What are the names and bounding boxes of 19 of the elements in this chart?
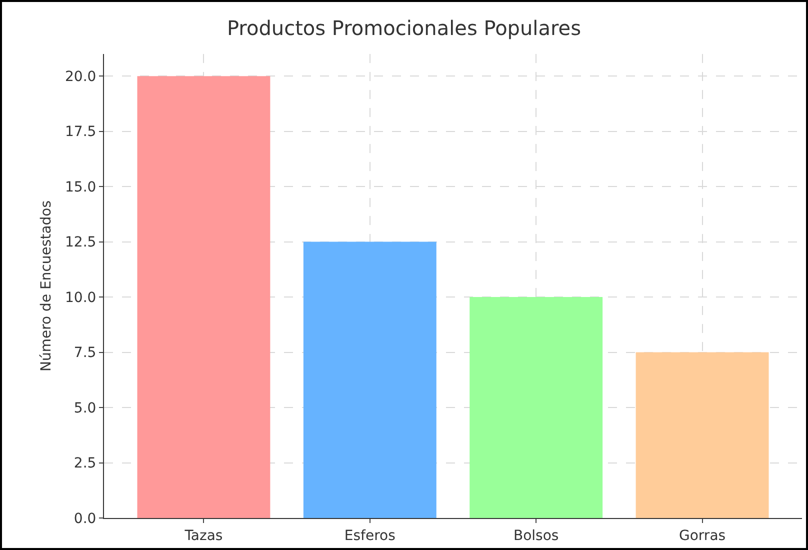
y-tick-label: 20.0 [65, 69, 96, 85]
bar [470, 297, 603, 518]
y-tick-label: 12.5 [65, 234, 96, 251]
y-tick-label: 5.0 [74, 400, 96, 416]
y-tick-label: 7.5 [74, 345, 96, 362]
y-tick-label: 2.5 [74, 456, 96, 472]
x-tick-label: Gorras [679, 528, 726, 544]
bar [303, 242, 436, 518]
y-tick-label: 0.0 [74, 510, 96, 527]
y-axis-title: Número de Encuestados [38, 200, 55, 372]
chart-title: Productos Promocionales Populares [226, 16, 582, 40]
y-tick-label: 15.0 [65, 179, 96, 196]
y-tick-label: 10.0 [65, 290, 96, 306]
bar [137, 76, 270, 518]
x-tick-label: Tazas [184, 528, 223, 544]
x-tick-label: Esferos [344, 528, 396, 544]
bar [636, 352, 769, 518]
x-tick-label: Bolsos [513, 528, 559, 544]
y-tick-label: 17.5 [65, 124, 96, 140]
